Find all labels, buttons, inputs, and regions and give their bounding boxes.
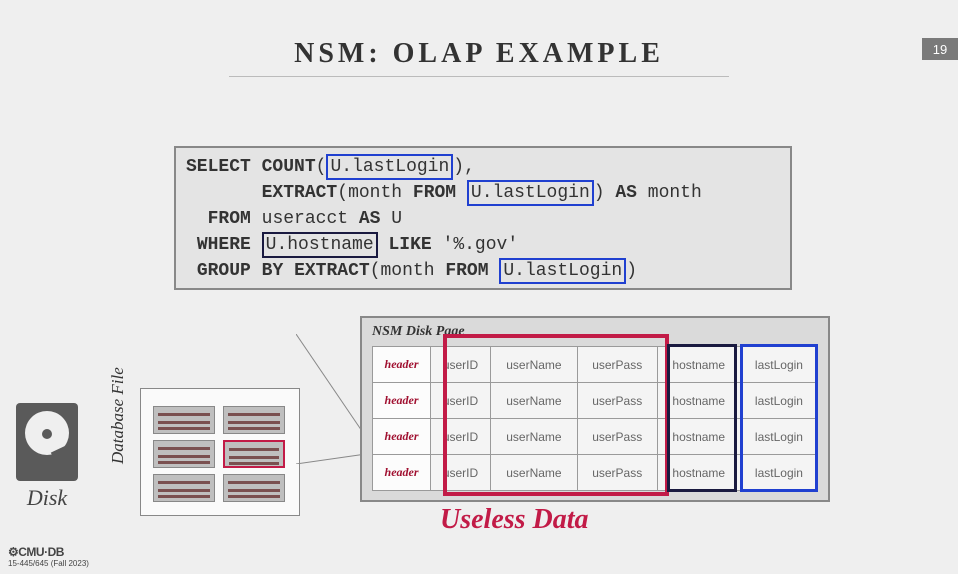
nsm-cell-lastLogin: lastLogin bbox=[740, 383, 817, 419]
mini-page-selected bbox=[223, 440, 285, 468]
disk-area: Disk bbox=[16, 403, 78, 511]
sql-alias: U bbox=[391, 209, 402, 229]
mini-page bbox=[153, 474, 215, 502]
nsm-cell-hostname: hostname bbox=[657, 383, 740, 419]
sql-from: FROM bbox=[208, 209, 251, 229]
nsm-cell-userID: userID bbox=[431, 383, 491, 419]
title-underline bbox=[229, 76, 729, 77]
nsm-cell-userName: userName bbox=[490, 347, 577, 383]
nsm-header-cell: header bbox=[373, 419, 431, 455]
nsm-cell-userID: userID bbox=[431, 419, 491, 455]
sql-extract: EXTRACT bbox=[262, 183, 338, 203]
sql-month-alias: month bbox=[648, 183, 702, 203]
sql-select: SELECT bbox=[186, 157, 251, 177]
sql-extract2: EXTRACT bbox=[294, 261, 370, 281]
nsm-header-cell: header bbox=[373, 455, 431, 491]
nsm-cell-userPass: userPass bbox=[577, 455, 657, 491]
sql-where: WHERE bbox=[197, 235, 251, 255]
sql-like: LIKE bbox=[388, 235, 431, 255]
mini-page bbox=[223, 406, 285, 434]
sql-from3: FROM bbox=[445, 261, 488, 281]
nsm-header-cell: header bbox=[373, 383, 431, 419]
nsm-disk-page: NSM Disk Page headeruserIDuserNameuserPa… bbox=[360, 316, 830, 502]
mini-page bbox=[153, 440, 215, 468]
disk-icon bbox=[16, 403, 78, 481]
disk-label: Disk bbox=[16, 485, 78, 511]
nsm-cell-userName: userName bbox=[490, 419, 577, 455]
footer-course: 15-445/645 (Fall 2023) bbox=[8, 559, 89, 568]
nsm-cell-lastLogin: lastLogin bbox=[740, 347, 817, 383]
sql-code-box: SELECT COUNT(U.lastLogin), EXTRACT(month… bbox=[174, 146, 792, 290]
nsm-page-title: NSM Disk Page bbox=[372, 324, 818, 340]
footer-logo: ⚙CMU·DB bbox=[8, 545, 89, 559]
slide-number: 19 bbox=[922, 38, 958, 60]
nsm-cell-userPass: userPass bbox=[577, 347, 657, 383]
nsm-cell-hostname: hostname bbox=[657, 455, 740, 491]
footer: ⚙CMU·DB 15-445/645 (Fall 2023) bbox=[8, 545, 89, 568]
sql-lastlogin-1: U.lastLogin bbox=[326, 154, 453, 180]
nsm-header-cell: header bbox=[373, 347, 431, 383]
sql-table: useracct bbox=[262, 209, 348, 229]
database-file-box bbox=[140, 388, 300, 516]
nsm-table: headeruserIDuserNameuserPasshostnamelast… bbox=[372, 346, 818, 491]
nsm-cell-userID: userID bbox=[431, 347, 491, 383]
nsm-cell-userName: userName bbox=[490, 383, 577, 419]
sql-group: GROUP bbox=[197, 261, 251, 281]
sql-from-kw: FROM bbox=[413, 183, 456, 203]
nsm-cell-lastLogin: lastLogin bbox=[740, 455, 817, 491]
sql-hostname: U.hostname bbox=[262, 232, 378, 258]
useless-data-label: Useless Data bbox=[440, 504, 589, 536]
mini-page bbox=[153, 406, 215, 434]
sql-as: AS bbox=[615, 183, 637, 203]
sql-as2: AS bbox=[359, 209, 381, 229]
sql-month3: month bbox=[381, 261, 435, 281]
sql-lastlogin-3: U.lastLogin bbox=[499, 258, 626, 284]
database-file-label: Database File bbox=[108, 367, 128, 464]
nsm-cell-userPass: userPass bbox=[577, 383, 657, 419]
nsm-cell-hostname: hostname bbox=[657, 347, 740, 383]
mini-page bbox=[223, 474, 285, 502]
sql-pattern: '%.gov' bbox=[443, 235, 519, 255]
nsm-cell-userPass: userPass bbox=[577, 419, 657, 455]
slide-title: NSM: OLAP EXAMPLE bbox=[0, 38, 958, 70]
sql-lastlogin-2: U.lastLogin bbox=[467, 180, 594, 206]
nsm-cell-userID: userID bbox=[431, 455, 491, 491]
sql-count: COUNT bbox=[262, 157, 316, 177]
nsm-cell-lastLogin: lastLogin bbox=[740, 419, 817, 455]
sql-month: month bbox=[348, 183, 402, 203]
sql-by: BY bbox=[262, 261, 284, 281]
nsm-cell-userName: userName bbox=[490, 455, 577, 491]
nsm-cell-hostname: hostname bbox=[657, 419, 740, 455]
